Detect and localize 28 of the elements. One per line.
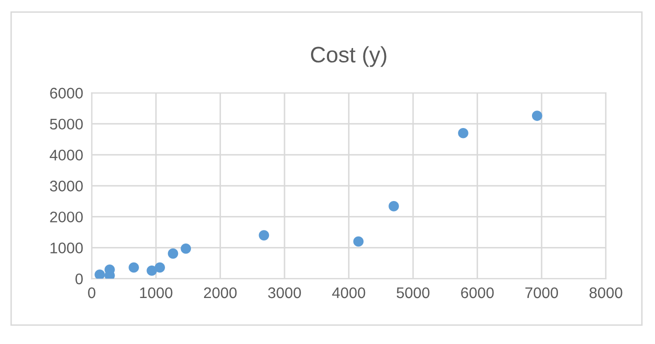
point [128, 262, 139, 273]
point [353, 236, 364, 247]
y-tick-label: 1000 [50, 242, 83, 254]
y-tick-label: 3000 [50, 180, 83, 192]
x-tick-label: 5000 [396, 287, 430, 298]
y-tick-label: 0 [75, 274, 83, 284]
y-tick-label: 5000 [50, 118, 83, 130]
point [388, 201, 399, 212]
x-tick-label: 8000 [590, 287, 622, 298]
y-tick-label: 2000 [50, 212, 83, 222]
point [94, 269, 105, 279]
x-tick-label: 0 [88, 287, 96, 298]
x-tick-label: 1000 [140, 287, 172, 298]
point [154, 262, 165, 273]
x-tick-label: 2000 [204, 287, 237, 298]
point [180, 243, 192, 254]
point [168, 248, 178, 259]
x-tick-label: 7000 [525, 287, 558, 298]
x-tick-label: 4000 [332, 287, 366, 298]
x-tick-label: 6000 [461, 287, 494, 298]
point [146, 265, 157, 276]
x-tick-label: 3000 [268, 287, 301, 298]
point [532, 110, 542, 121]
point [458, 128, 468, 138]
y-tick-label: 6000 [50, 88, 83, 99]
chart-title: Cost (y) [311, 46, 386, 67]
point [258, 230, 270, 240]
y-tick-label: 4000 [50, 150, 83, 160]
